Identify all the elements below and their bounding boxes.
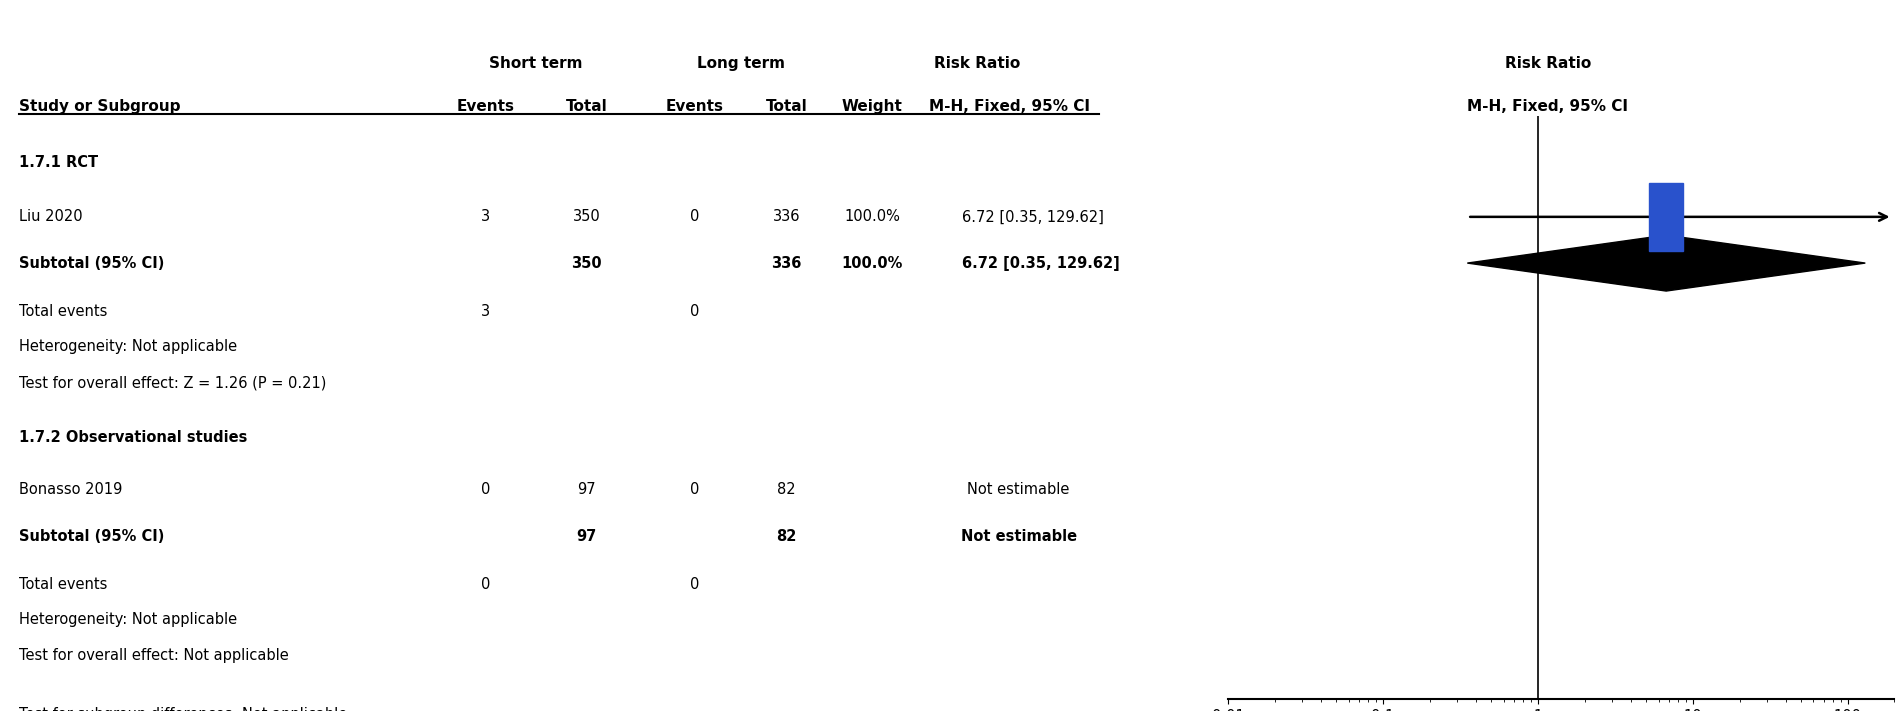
Polygon shape (1468, 235, 1866, 291)
Text: M-H, Fixed, 95% CI: M-H, Fixed, 95% CI (1468, 99, 1628, 114)
Text: 0: 0 (691, 577, 699, 592)
Text: Not estimable: Not estimable (967, 481, 1070, 497)
Text: 100.0%: 100.0% (843, 209, 901, 225)
Text: Study or Subgroup: Study or Subgroup (19, 99, 181, 114)
Text: 97: 97 (577, 481, 596, 497)
Text: 336: 336 (771, 255, 802, 271)
Text: Test for overall effect: Not applicable: Test for overall effect: Not applicable (19, 648, 289, 663)
Text: Bonasso 2019: Bonasso 2019 (19, 481, 122, 497)
Text: 3: 3 (482, 209, 489, 225)
Text: Events: Events (666, 99, 724, 114)
Text: 1.7.2 Observational studies: 1.7.2 Observational studies (19, 429, 248, 445)
Text: 350: 350 (573, 209, 600, 225)
Text: Heterogeneity: Not applicable: Heterogeneity: Not applicable (19, 339, 238, 355)
Text: Short term: Short term (489, 56, 583, 72)
Text: 97: 97 (577, 529, 596, 545)
Text: 0: 0 (482, 481, 489, 497)
Text: Risk Ratio: Risk Ratio (1504, 56, 1592, 72)
Text: 1.7.1 RCT: 1.7.1 RCT (19, 154, 99, 170)
Text: Total events: Total events (19, 304, 107, 319)
Text: 6.72 [0.35, 129.62]: 6.72 [0.35, 129.62] (962, 255, 1120, 271)
Text: 336: 336 (773, 209, 800, 225)
Text: 82: 82 (777, 481, 796, 497)
Text: Not estimable: Not estimable (962, 529, 1076, 545)
Text: Total: Total (565, 99, 607, 114)
Text: Weight: Weight (842, 99, 902, 114)
Text: Total events: Total events (19, 577, 107, 592)
Text: 0: 0 (691, 209, 699, 225)
Bar (1649, 183, 1683, 251)
Text: Heterogeneity: Not applicable: Heterogeneity: Not applicable (19, 612, 238, 628)
Text: 3: 3 (482, 304, 489, 319)
Text: 0: 0 (691, 304, 699, 319)
Text: Total: Total (765, 99, 807, 114)
Text: 6.72 [0.35, 129.62]: 6.72 [0.35, 129.62] (962, 209, 1104, 225)
Text: Test for overall effect: Z = 1.26 (P = 0.21): Test for overall effect: Z = 1.26 (P = 0… (19, 375, 326, 390)
Text: M-H, Fixed, 95% CI: M-H, Fixed, 95% CI (929, 99, 1089, 114)
Text: Subtotal (95% CI): Subtotal (95% CI) (19, 529, 164, 545)
Text: 0: 0 (482, 577, 489, 592)
Text: Events: Events (457, 99, 514, 114)
Text: 350: 350 (571, 255, 602, 271)
Text: Subtotal (95% CI): Subtotal (95% CI) (19, 255, 164, 271)
Text: Long term: Long term (697, 56, 784, 72)
Text: Risk Ratio: Risk Ratio (933, 56, 1021, 72)
Text: 100.0%: 100.0% (842, 255, 902, 271)
Text: 0: 0 (691, 481, 699, 497)
Text: Liu 2020: Liu 2020 (19, 209, 82, 225)
Text: Test for subgroup differences: Not applicable: Test for subgroup differences: Not appli… (19, 707, 347, 711)
Text: 82: 82 (777, 529, 796, 545)
